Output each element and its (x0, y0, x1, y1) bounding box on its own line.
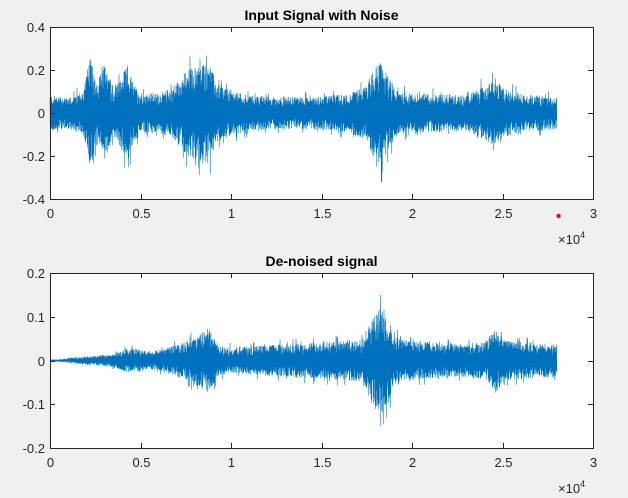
y-tick-label: 0.1 (27, 310, 45, 325)
x-tick-label: 0 (47, 206, 54, 221)
y-tick-label: -0.1 (23, 397, 45, 412)
x-tick-label: 0 (47, 455, 54, 470)
x-exponent-label: ×104 (558, 230, 585, 247)
y-tick-label: -0.2 (23, 441, 45, 456)
y-tick-label: 0 (38, 354, 45, 369)
axes-denoised-signal: 0 0.5 1 1.5 2 2.5 3 -0.2 -0.1 0 0.1 0.2 De-noised … (23, 253, 598, 496)
x-tick-label: 1 (228, 455, 235, 470)
chart-title: Input Signal with Noise (245, 7, 399, 23)
x-tick-label: 0.5 (132, 455, 150, 470)
x-tick-label: 1.5 (313, 455, 331, 470)
x-tick-label: 2 (409, 455, 416, 470)
x-tick-label: 2 (409, 206, 416, 221)
denoised-signal-line (49, 295, 558, 427)
input-signal-line (49, 55, 558, 183)
x-tick-label: 3 (590, 455, 597, 470)
axes-input-signal: 0 0.5 1 1.5 2 2.5 3 -0.4 -0.2 0 0.2 0.4 Input Sign… (23, 7, 598, 247)
tick-marks (50, 273, 594, 449)
y-tick-labels: -0.2 -0.1 0 0.1 0.2 (23, 266, 45, 456)
chart-title: De-noised signal (265, 253, 377, 269)
x-tick-label: 0.5 (132, 206, 150, 221)
tick-marks (50, 27, 594, 200)
y-tick-label: 0.2 (27, 266, 45, 281)
y-tick-label: 0.2 (27, 63, 45, 78)
y-tick-label: 0 (38, 106, 45, 121)
y-tick-label: 0.4 (27, 20, 45, 35)
data-marker (556, 213, 561, 219)
y-tick-labels: -0.4 -0.2 0 0.2 0.4 (23, 20, 45, 207)
x-tick-label: 2.5 (494, 455, 512, 470)
x-tick-labels: 0 0.5 1 1.5 2 2.5 3 (47, 455, 597, 470)
y-tick-label: -0.2 (23, 149, 45, 164)
x-tick-label: 3 (590, 206, 597, 221)
x-exponent-label: ×104 (558, 479, 585, 496)
y-tick-label: -0.4 (23, 192, 45, 207)
x-tick-labels: 0 0.5 1 1.5 2 2.5 3 (47, 206, 597, 221)
x-tick-label: 2.5 (494, 206, 512, 221)
x-tick-label: 1.5 (313, 206, 331, 221)
x-tick-label: 1 (228, 206, 235, 221)
